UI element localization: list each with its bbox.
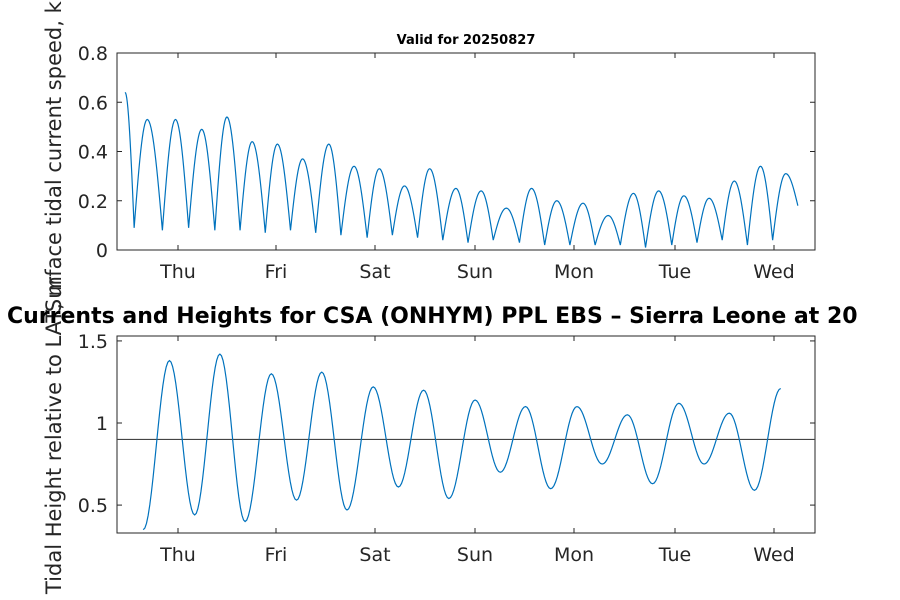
bottom-x-ticks: Thu Fri Sat Sun Mon Tue Wed [159, 336, 795, 566]
top-y-ticks: 0 0.2 0.4 0.6 0.8 [78, 43, 815, 262]
x-tick-label: Mon [554, 544, 594, 566]
top-axes-box [116, 52, 816, 251]
top-y-label: Surface tidal current speed, kn [42, 0, 66, 312]
main-title: Currents and Heights for CSA (ONHYM) PPL… [7, 304, 858, 329]
top-panel: Valid for 20250827 0 0.2 0.4 0.6 0.8 Thu Fri S… [78, 33, 816, 283]
x-tick-label: Tue [658, 261, 691, 283]
series-line [124, 92, 799, 248]
x-tick-label: Sat [359, 261, 390, 283]
y-tick-label: 1 [96, 413, 108, 435]
top-title: Valid for 20250827 [397, 33, 536, 48]
series-line [142, 353, 782, 531]
x-tick-label: Wed [753, 261, 794, 283]
bottom-series-group [142, 353, 782, 531]
x-tick-label: Sun [457, 261, 493, 283]
x-tick-label: Sun [457, 544, 493, 566]
x-tick-label: Wed [753, 544, 794, 566]
x-tick-label: Thu [159, 261, 196, 283]
y-tick-label: 0.6 [78, 92, 108, 114]
top-x-ticks: Thu Fri Sat Sun Mon Tue Wed [159, 53, 795, 283]
bottom-y-ticks: 0.5 1 1.5 [78, 331, 815, 517]
bottom-y-label: Tidal Height relative to LAT, m [42, 276, 66, 595]
y-tick-label: 0.8 [78, 43, 108, 65]
bottom-panel: 0.5 1 1.5 Thu Fri Sat Sun Mon Tue Wed [78, 331, 816, 566]
x-tick-label: Fri [265, 261, 288, 283]
x-tick-label: Thu [159, 544, 196, 566]
top-series-group [124, 92, 799, 248]
y-tick-label: 0 [96, 240, 108, 262]
y-tick-label: 0.2 [78, 191, 108, 213]
x-tick-label: Tue [658, 544, 691, 566]
x-tick-label: Mon [554, 261, 594, 283]
bottom-axes-box [116, 335, 816, 534]
x-tick-label: Sat [359, 544, 390, 566]
y-tick-label: 0.4 [78, 142, 108, 164]
y-tick-label: 1.5 [78, 331, 108, 353]
x-tick-label: Fri [265, 544, 288, 566]
y-tick-label: 0.5 [78, 495, 108, 517]
